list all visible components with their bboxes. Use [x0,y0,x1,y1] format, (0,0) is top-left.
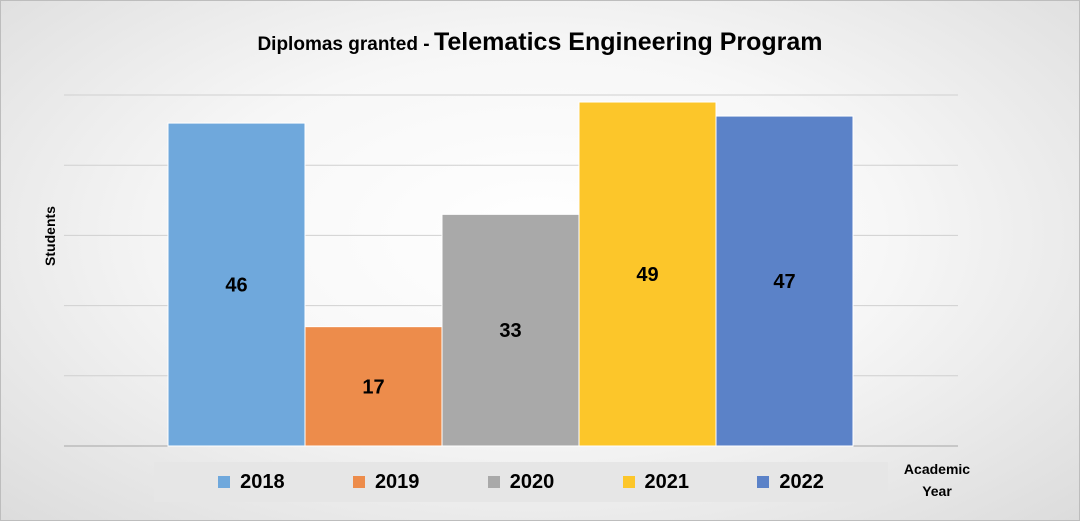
bar-2022 [715,115,854,447]
legend-swatch [218,476,231,488]
chart-title-prefix: Diplomas granted - [257,34,430,55]
legend-item-2018: 2018 [218,471,285,494]
bar-2020 [441,213,580,447]
legend-swatch [352,476,365,488]
legend-swatch [487,476,500,488]
legend-label: 2022 [779,470,824,493]
chart-title-main: Telematics Engineering Program [433,28,823,56]
legend-label: 2018 [240,470,285,493]
data-labels: 46 17 33 49 47 [225,264,795,398]
legend-swatch [757,476,770,488]
chart-title: Diplomas granted - Telematics Engineerin… [0,28,1080,57]
legend-item-2019: 2019 [352,470,420,494]
x-axis-label-line1: Academic [903,461,971,477]
legend-item-2020: 2020 [487,470,555,494]
legend-item-2022: 2022 [757,471,824,494]
data-label-2018: 46 [225,275,247,297]
legend-swatch [622,476,635,488]
data-label-2020: 33 [499,320,521,342]
x-axis-label: Academic Year [900,458,974,502]
legend: 2018 2019 2020 2021 2022 [154,462,888,502]
data-label-2019: 17 [362,376,384,398]
data-label-2022: 47 [773,271,795,293]
legend-item-2021: 2021 [622,470,690,494]
legend-label: 2020 [509,470,555,493]
bar-2021 [578,101,717,447]
bar-2018 [167,122,306,447]
legend-label: 2021 [644,470,690,493]
legend-label: 2019 [374,470,420,493]
data-label-2021: 49 [636,264,658,286]
x-axis-label-line2: Year [922,483,952,499]
bars [167,101,854,447]
